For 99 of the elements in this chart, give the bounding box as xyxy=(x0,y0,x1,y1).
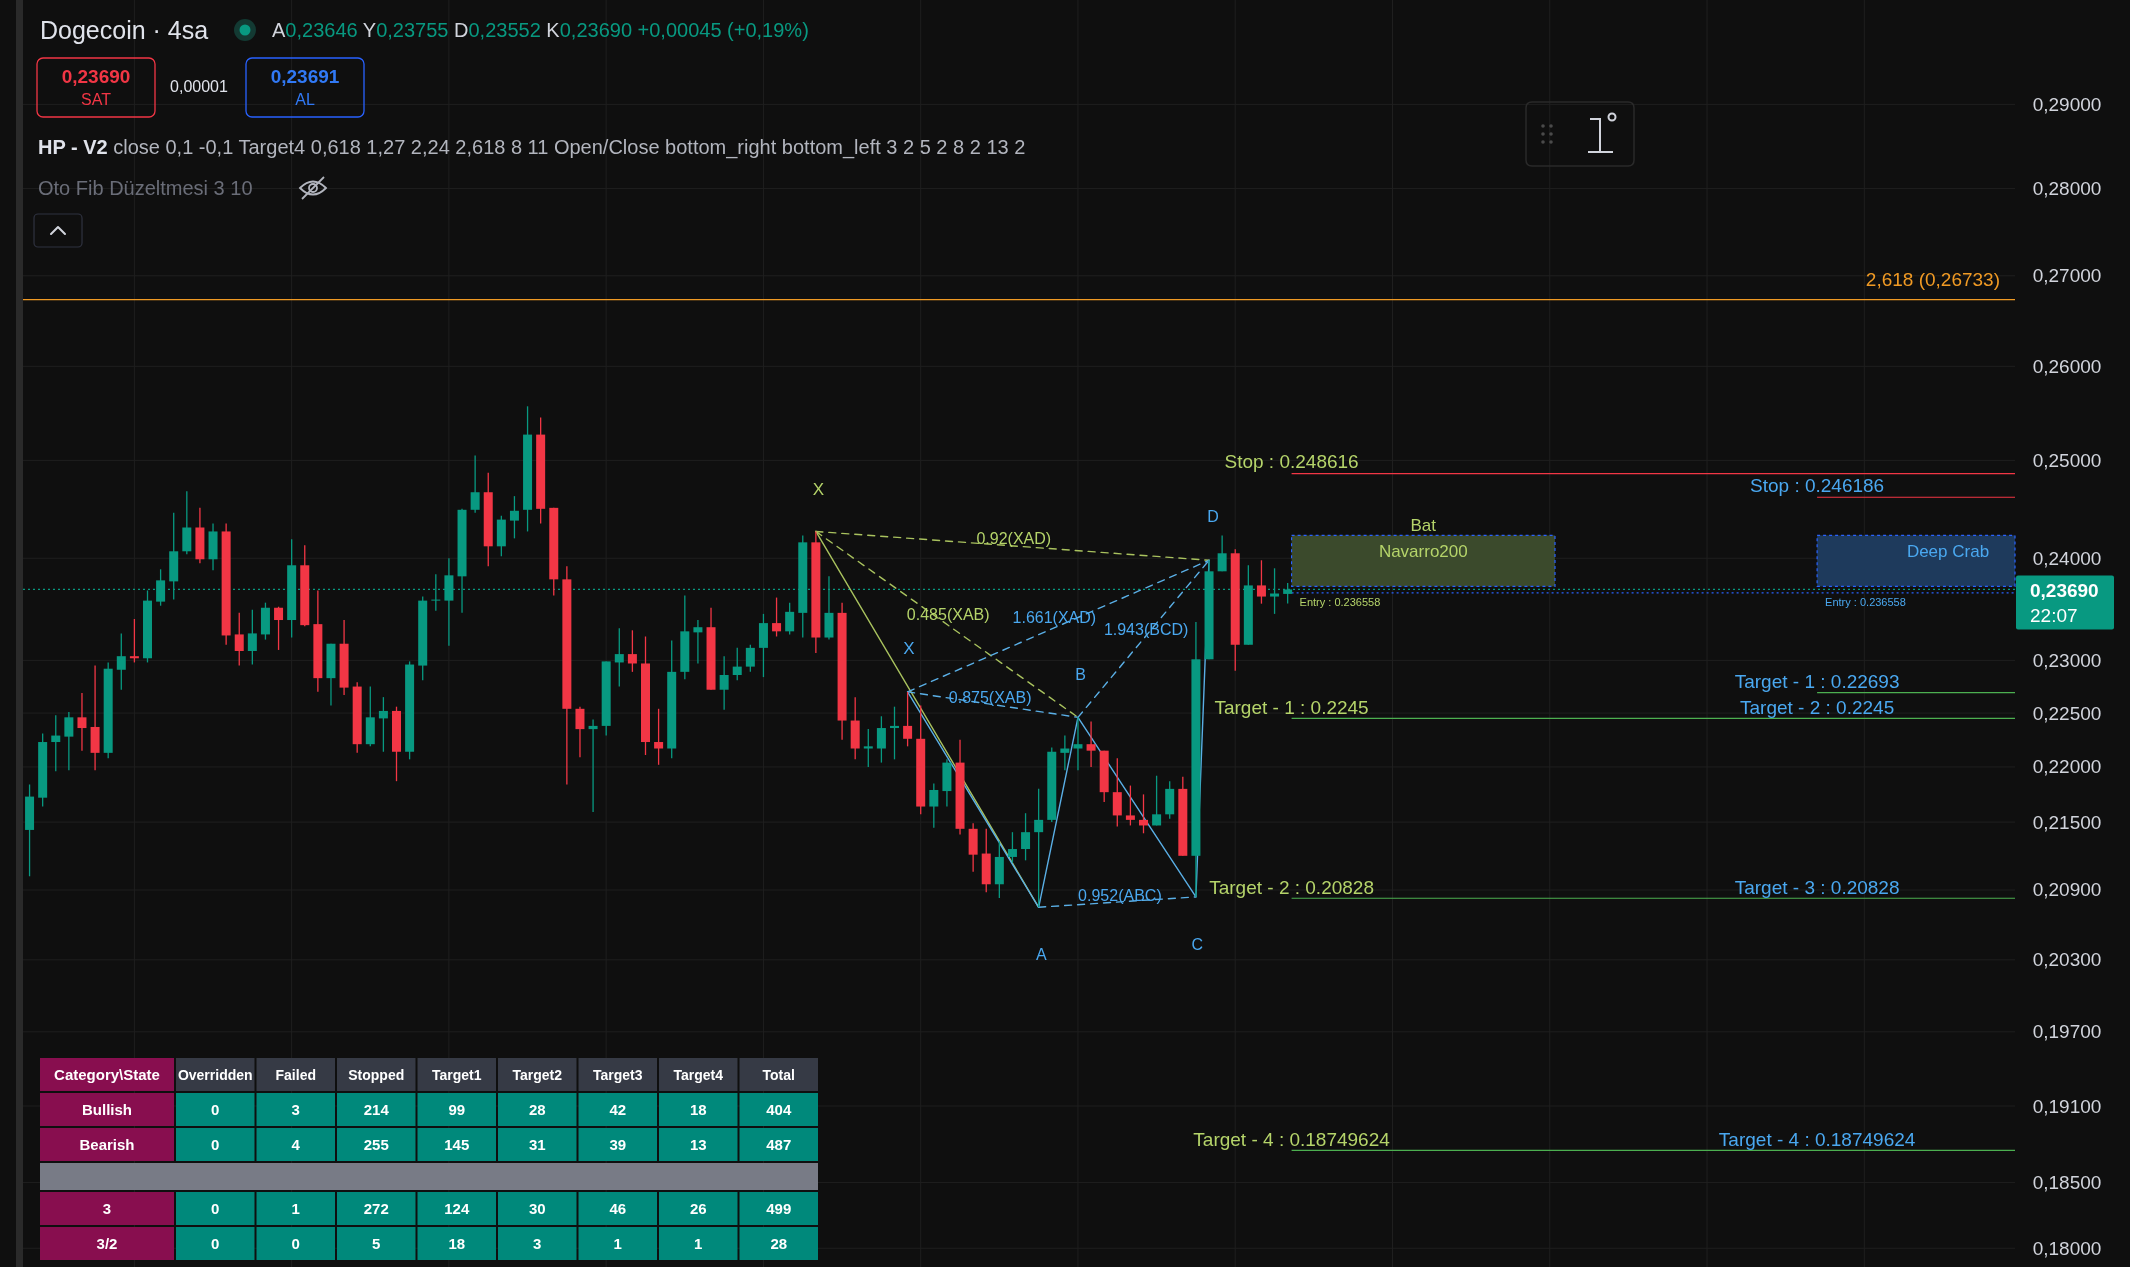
data-label: 42 xyxy=(609,1101,627,1118)
data-label: 0 xyxy=(211,1101,220,1118)
y-tick-label: 0,19100 xyxy=(2032,1095,2102,1117)
y-tick-label: 0,20300 xyxy=(2032,949,2102,971)
data-label: 4 xyxy=(291,1136,301,1153)
y-tick-label: 3/2 xyxy=(96,1235,118,1252)
annotation: X xyxy=(812,479,825,499)
x-tick-label: Overridden xyxy=(177,1066,253,1083)
x-tick-label: Stopped xyxy=(348,1066,405,1083)
x-tick-label: Target3 xyxy=(592,1066,643,1083)
x-tick-label: Target2 xyxy=(512,1066,563,1083)
annotation: Target - 2 : 0.2245 xyxy=(1740,696,1895,718)
annotation: 0.485(XAB) xyxy=(906,605,990,623)
y-tick-label: 0,21500 xyxy=(2032,811,2102,833)
y-tick-label: 0,18000 xyxy=(2032,1237,2102,1259)
data-label: 5 xyxy=(372,1235,381,1252)
annotation: 1.943(BCD) xyxy=(1103,620,1189,638)
data-label: 0 xyxy=(211,1235,220,1252)
data-label: 487 xyxy=(766,1136,792,1153)
data-label: 124 xyxy=(444,1200,470,1217)
annotation: Oto Fib Düzeltmesi 3 10 xyxy=(38,177,253,199)
data-label: 3 xyxy=(291,1101,300,1118)
y-tick-label: 3 xyxy=(102,1200,112,1217)
ref-line-label: Stop : 0.246186 xyxy=(1750,474,1885,496)
annotation: close 0,1 -0,1 Target4 0,618 1,27 2,24 2,618 8 11 Open/Close bottom_right bottom_left 3 2 5 2 8 2 13 2 xyxy=(107,136,1026,159)
annotation: Entry : 0.236558 xyxy=(1825,595,1906,608)
y-tick-label: 0,22500 xyxy=(2032,702,2102,724)
data-label: 1 xyxy=(291,1200,300,1217)
x-tick-label: Target1 xyxy=(431,1066,482,1083)
y-tick-label: Bullish xyxy=(81,1101,133,1118)
annotation: 0,23691 xyxy=(270,65,340,87)
text: A0,23646 Y0,23755 D0,23552 K0,23690 +0,00045 (+0,19%) xyxy=(272,19,809,41)
annotation: C xyxy=(1191,935,1204,953)
data-label: 26 xyxy=(689,1200,707,1217)
data-label: 30 xyxy=(528,1200,546,1217)
data-label: 28 xyxy=(528,1101,546,1118)
ref-line-label: Entry : 0.236558 xyxy=(1299,595,1381,608)
text: 22:07 xyxy=(2030,604,2078,626)
data-label: 214 xyxy=(363,1101,390,1118)
annotation: 0,00001 xyxy=(170,77,229,95)
data-label: 18 xyxy=(448,1235,466,1252)
y-tick-label: 0,24000 xyxy=(2032,547,2102,569)
data-label: 39 xyxy=(609,1136,627,1153)
data-label: 0 xyxy=(211,1136,220,1153)
y-tick-label: 0,19700 xyxy=(2032,1021,2102,1043)
band-label: Deep Crab xyxy=(1906,542,1990,562)
annotation: 1.661(XAD) xyxy=(1012,608,1097,626)
ref-line-label: Stop : 0.248616 xyxy=(1224,451,1359,473)
band-label: Bat Navarro200 xyxy=(1378,516,1468,562)
data-label: 272 xyxy=(363,1200,389,1217)
x-tick-label: Failed xyxy=(275,1066,316,1083)
data-label: 1 xyxy=(694,1235,703,1252)
y-tick-label: 0,20900 xyxy=(2032,879,2102,901)
annotation: A xyxy=(1035,945,1047,963)
data-label: 28 xyxy=(770,1235,788,1252)
annotation: Target - 4 : 0.18749624 xyxy=(1718,1128,1916,1150)
data-label: 0 xyxy=(211,1200,220,1217)
text: Dogecoin · 4sa xyxy=(40,16,209,44)
y-tick-label: 0,22000 xyxy=(2032,756,2102,778)
y-tick-label: 0,28000 xyxy=(2032,178,2102,200)
annotation: D xyxy=(1207,507,1219,525)
ref-line-label: Target - 4 : 0.18749624 xyxy=(1193,1128,1391,1150)
annotation: B xyxy=(1075,665,1086,683)
annotation: 0,23690 xyxy=(61,65,131,87)
y-tick-label: 0,26000 xyxy=(2032,355,2102,377)
data-label: 99 xyxy=(448,1101,466,1118)
data-label: 255 xyxy=(363,1136,389,1153)
ref-line-label: 2,618 (0,26733) xyxy=(1865,269,2000,291)
data-label: 3 xyxy=(533,1235,542,1252)
annotation: AL xyxy=(295,90,315,108)
data-label: 0 xyxy=(291,1235,300,1252)
annotation: 0.92(XAD) xyxy=(976,529,1052,547)
ref-line-label: Target - 1 : 0.2245 xyxy=(1214,696,1369,718)
y-tick-label: 0,25000 xyxy=(2032,449,2102,471)
annotation: SAT xyxy=(81,90,112,108)
annotation: Category\State xyxy=(54,1066,160,1083)
y-tick-label: Bearish xyxy=(79,1136,135,1153)
y-tick-label: 0,27000 xyxy=(2032,265,2102,287)
data-label: 31 xyxy=(528,1136,546,1153)
annotation: 0.875(XAB) xyxy=(948,688,1032,706)
data-label: 499 xyxy=(766,1200,792,1217)
data-label: 1 xyxy=(613,1235,622,1252)
data-label: 145 xyxy=(444,1136,470,1153)
annotation: 0.952(ABC) xyxy=(1078,886,1162,904)
y-tick-label: 0,23000 xyxy=(2032,649,2102,671)
y-tick-label: 0,29000 xyxy=(2032,93,2102,115)
ref-line-label: Target - 1 : 0.22693 xyxy=(1734,671,1900,693)
ref-line-label: Target - 2 : 0.20828 xyxy=(1209,876,1374,898)
annotation: X xyxy=(903,638,915,658)
data-label: 46 xyxy=(609,1200,627,1217)
annotation: HP - V2 xyxy=(38,136,108,158)
data-label: 18 xyxy=(689,1101,707,1118)
x-tick-label: Target4 xyxy=(673,1066,724,1083)
annotation: Target - 3 : 0.20828 xyxy=(1734,876,1900,898)
data-label: 13 xyxy=(689,1136,707,1153)
data-label: 404 xyxy=(766,1101,792,1118)
y-tick-label: 0,18500 xyxy=(2032,1172,2102,1194)
ref-line-label: 0,23690 xyxy=(2030,579,2099,601)
x-tick-label: Total xyxy=(762,1066,795,1083)
